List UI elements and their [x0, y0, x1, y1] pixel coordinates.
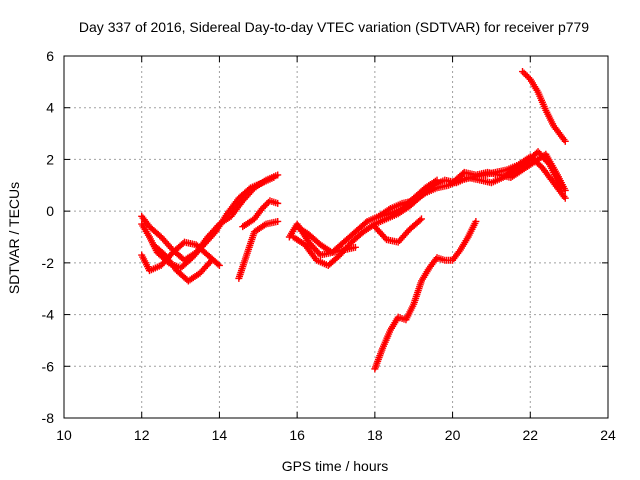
data-point-arc-o [561, 137, 569, 145]
y-tick-label: 2 [46, 151, 54, 167]
y-tick-label: -8 [42, 410, 55, 426]
data-point-arc-f [261, 201, 269, 209]
x-axis-label: GPS time / hours [282, 458, 389, 474]
data-point-arc-d [206, 258, 214, 266]
grid-lines [64, 56, 608, 418]
data-point-arc-c [215, 261, 223, 269]
data-point-arc-c [214, 260, 222, 268]
data-point-arc-o [522, 71, 530, 79]
data-point-arc-n [472, 217, 480, 225]
data-point-arc-a [274, 171, 282, 179]
data-point-arc-o [519, 68, 527, 76]
data-point-arc-f [274, 199, 282, 207]
data-point-arc-e [274, 217, 282, 225]
y-tick-label: 0 [46, 203, 54, 219]
data-point-arc-i [351, 243, 359, 251]
y-tick-label: 6 [46, 48, 54, 64]
x-tick-label: 16 [289, 427, 305, 443]
x-tick-label: 10 [56, 427, 72, 443]
y-axis-label: SDTVAR / TECUs [6, 182, 22, 294]
x-tick-label: 12 [134, 427, 150, 443]
data-point-arc-k [561, 194, 569, 202]
x-tick-label: 14 [212, 427, 228, 443]
plot-frame [63, 55, 609, 419]
x-tick-label: 18 [367, 427, 383, 443]
data-point-arc-f [263, 200, 271, 208]
x-tick-label: 22 [522, 427, 538, 443]
data-point-arc-b [270, 174, 278, 182]
data-point-arc-j [417, 215, 425, 223]
data-point-arc-g [315, 249, 323, 257]
x-tick-label: 20 [445, 427, 461, 443]
data-points [138, 68, 569, 373]
data-point-arc-o [523, 72, 531, 80]
y-tick-label: -2 [42, 255, 55, 271]
data-point-arc-f [258, 205, 266, 213]
data-point-arc-f [260, 203, 268, 211]
data-point-arc-d [208, 256, 216, 264]
x-tick-label: 24 [600, 427, 616, 443]
y-tick-label: -6 [42, 358, 55, 374]
data-point-arc-o [520, 69, 528, 77]
y-tick-label: 4 [46, 100, 54, 116]
data-point-arc-j [416, 216, 424, 224]
y-tick-label: -4 [42, 307, 55, 323]
data-point-arc-m [561, 186, 569, 194]
chart-title: Day 337 of 2016, Sidereal Day-to-day VTE… [79, 19, 589, 35]
